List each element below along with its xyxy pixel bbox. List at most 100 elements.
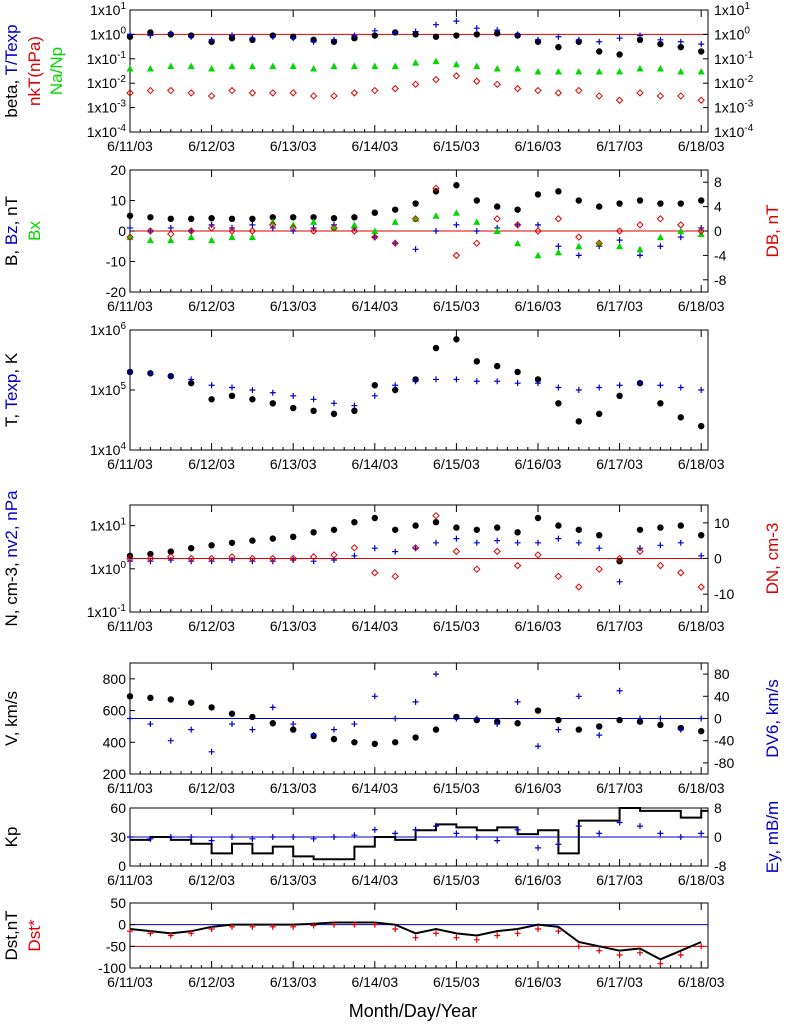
right-tick-label: 0 <box>714 223 722 239</box>
x-tick-label: 6/11/03 <box>107 618 153 634</box>
data-point <box>698 422 705 430</box>
data-point <box>249 713 256 721</box>
x-tick-label: 6/16/03 <box>515 618 562 634</box>
data-point <box>146 227 155 235</box>
data-point <box>657 243 664 250</box>
data-point <box>289 224 297 232</box>
data-point <box>269 720 276 727</box>
data-point <box>392 526 399 533</box>
data-point <box>350 89 359 97</box>
y-tick-label: 30 <box>110 829 126 845</box>
data-point <box>452 72 461 80</box>
data-point <box>697 227 705 235</box>
right-tick-label: 1x100 <box>714 25 750 42</box>
data-point <box>187 227 195 235</box>
data-point <box>126 89 134 97</box>
data-point <box>208 837 215 844</box>
data-point <box>249 537 256 544</box>
left-axis-title-part: N, cm-3, <box>2 558 21 627</box>
data-point <box>433 228 439 234</box>
data-point <box>432 33 440 40</box>
data-point <box>677 384 684 391</box>
data-point <box>575 36 582 43</box>
x-tick-label: 6/11/03 <box>107 780 153 796</box>
data-point <box>371 693 378 700</box>
data-point <box>310 529 317 536</box>
x-tick-label: 6/15/03 <box>433 138 480 154</box>
data-point <box>147 214 154 221</box>
right-axis-title: DN, cm-3 <box>763 523 782 595</box>
data-point <box>351 407 358 415</box>
data-point <box>371 569 379 577</box>
x-tick-label: 6/11/03 <box>107 456 153 472</box>
panel-bfield: -20 -10 0 10 20 -8 -4 0 4 8 6/11/03 6/12/03 6/13/03 6… <box>106 162 727 314</box>
series-ey <box>127 819 705 851</box>
data-point <box>636 89 644 97</box>
x-tick-label: 6/15/03 <box>433 456 480 472</box>
data-point <box>411 215 420 223</box>
data-point <box>208 396 215 403</box>
data-point <box>433 671 439 678</box>
x-tick-label: 6/18/03 <box>678 872 725 888</box>
data-point <box>534 191 542 198</box>
right-axis-title-part: Ey, mB/m <box>763 801 782 873</box>
data-point <box>127 224 133 231</box>
data-point <box>371 826 378 833</box>
data-point <box>249 396 256 403</box>
data-point <box>248 554 257 563</box>
y-tick-label: 800 <box>103 671 127 687</box>
series-v <box>126 693 705 748</box>
data-point <box>188 834 195 840</box>
left-axis-title-part: , nT <box>2 196 21 225</box>
data-point <box>371 234 378 241</box>
x-tick-label: 6/17/03 <box>596 138 643 154</box>
data-point <box>452 547 461 556</box>
data-point <box>188 376 195 383</box>
data-point <box>208 65 216 72</box>
data-point <box>371 32 378 39</box>
data-point <box>452 251 461 260</box>
data-point <box>555 188 562 195</box>
data-point <box>677 92 685 100</box>
data-point <box>493 80 501 89</box>
data-point <box>554 89 563 97</box>
data-point <box>677 414 684 421</box>
data-point <box>269 400 276 407</box>
left-axis-title-2-text: nkT(nPa) <box>25 36 44 106</box>
data-point <box>575 68 583 75</box>
left-axis-title-part: beta, <box>2 75 21 117</box>
data-point <box>167 215 174 222</box>
data-point <box>127 834 133 840</box>
data-point <box>350 62 358 70</box>
data-point <box>228 539 236 546</box>
data-point <box>596 203 603 210</box>
data-point <box>310 835 317 842</box>
data-point <box>535 539 541 546</box>
data-point <box>698 387 705 393</box>
left-axis-title-2: Bx <box>25 221 44 241</box>
data-point <box>412 246 419 253</box>
x-tick-label: 6/14/03 <box>351 138 398 154</box>
data-point <box>535 380 541 387</box>
x-tick-label: 6/16/03 <box>515 872 562 888</box>
data-point <box>494 932 501 939</box>
data-point <box>677 221 685 229</box>
x-tick-label: 6/16/03 <box>515 298 562 314</box>
data-point <box>330 62 338 70</box>
data-point <box>637 32 643 39</box>
data-point <box>310 732 317 739</box>
data-point <box>534 251 542 259</box>
data-point <box>514 31 521 38</box>
data-point <box>147 721 154 728</box>
data-point <box>657 721 664 729</box>
data-point <box>637 823 643 830</box>
data-point <box>514 539 521 546</box>
panel-beta: 1x10-4 1x10-3 1x10-2 1x10-1 1x100 1x101 1x10-4… <box>87 1 754 154</box>
y-tick-label: 1x104 <box>90 441 126 458</box>
data-point <box>493 227 501 234</box>
data-point <box>473 197 480 204</box>
data-point <box>596 38 603 45</box>
left-axis-title-2-part: Dst* <box>25 919 44 952</box>
x-tick-label: 6/18/03 <box>678 138 725 154</box>
x-tick-label: 6/13/03 <box>270 974 317 990</box>
